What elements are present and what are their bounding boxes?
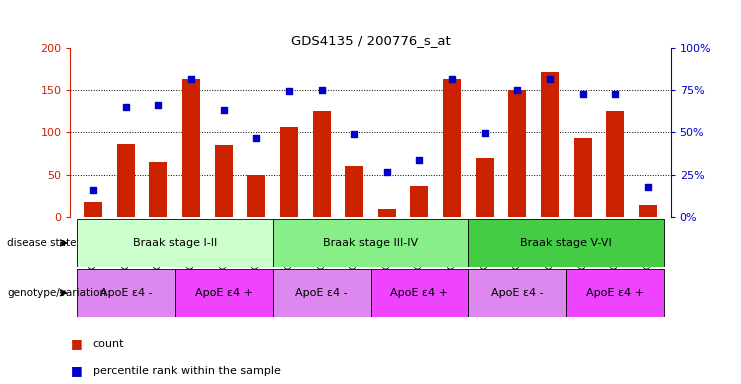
Point xyxy=(413,157,425,164)
Point xyxy=(511,87,523,93)
Bar xyxy=(175,269,273,317)
Point xyxy=(609,91,621,98)
Bar xyxy=(84,202,102,217)
Point xyxy=(381,169,393,175)
Bar xyxy=(639,205,657,217)
Text: ApoE ε4 +: ApoE ε4 + xyxy=(391,288,448,298)
Bar xyxy=(215,145,233,217)
Text: ■: ■ xyxy=(70,337,82,350)
Text: ApoE ε4 +: ApoE ε4 + xyxy=(586,288,644,298)
Bar xyxy=(508,90,526,217)
Bar xyxy=(606,111,624,217)
Point xyxy=(120,104,132,110)
Text: disease state: disease state xyxy=(7,238,77,248)
Point xyxy=(185,76,197,82)
Text: count: count xyxy=(93,339,124,349)
Point xyxy=(250,135,262,141)
Point xyxy=(87,187,99,193)
Text: ApoE ε4 -: ApoE ε4 - xyxy=(491,288,544,298)
Point xyxy=(153,101,165,108)
Text: ApoE ε4 -: ApoE ε4 - xyxy=(295,288,348,298)
Text: Braak stage I-II: Braak stage I-II xyxy=(133,238,217,248)
Bar xyxy=(345,166,363,217)
Point xyxy=(642,184,654,190)
Bar xyxy=(541,72,559,217)
Point xyxy=(283,88,295,94)
Bar xyxy=(468,269,566,317)
Bar xyxy=(411,186,428,217)
Bar xyxy=(273,269,370,317)
Point xyxy=(576,91,588,98)
Bar xyxy=(476,158,494,217)
Point xyxy=(479,130,491,136)
Point xyxy=(544,76,556,82)
Bar xyxy=(468,219,664,267)
Bar xyxy=(370,269,468,317)
Bar xyxy=(117,144,135,217)
Bar xyxy=(150,162,167,217)
Bar xyxy=(77,269,175,317)
Point xyxy=(316,87,328,93)
Bar xyxy=(247,175,265,217)
Point xyxy=(218,107,230,113)
Bar xyxy=(182,79,200,217)
Bar xyxy=(273,219,468,267)
Text: ■: ■ xyxy=(70,364,82,377)
Bar xyxy=(443,79,461,217)
Text: percentile rank within the sample: percentile rank within the sample xyxy=(93,366,281,376)
Text: Braak stage III-IV: Braak stage III-IV xyxy=(323,238,418,248)
Bar xyxy=(574,138,591,217)
Text: ApoE ε4 +: ApoE ε4 + xyxy=(195,288,253,298)
Point xyxy=(446,76,458,82)
Point xyxy=(348,131,360,137)
Bar xyxy=(77,219,273,267)
Bar xyxy=(280,127,298,217)
Text: ApoE ε4 -: ApoE ε4 - xyxy=(99,288,152,298)
Bar xyxy=(378,209,396,217)
Text: genotype/variation: genotype/variation xyxy=(7,288,107,298)
Bar xyxy=(313,111,330,217)
Text: Braak stage V-VI: Braak stage V-VI xyxy=(520,238,612,248)
Bar xyxy=(566,269,664,317)
Title: GDS4135 / 200776_s_at: GDS4135 / 200776_s_at xyxy=(290,34,451,47)
